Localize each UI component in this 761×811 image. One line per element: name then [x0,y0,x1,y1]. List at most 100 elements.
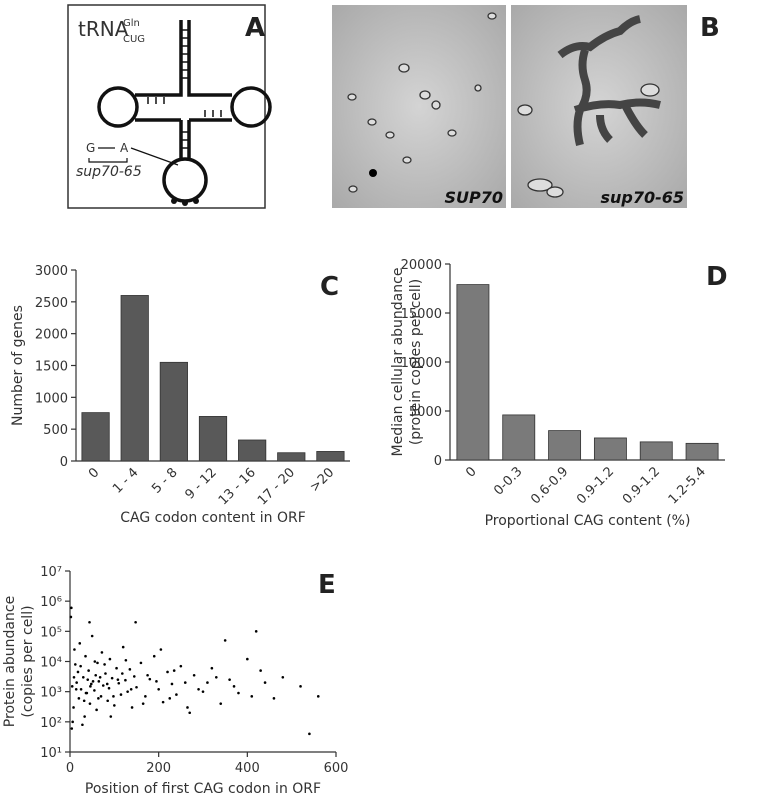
x-tick-label: 0 [463,464,479,480]
point [219,702,223,705]
point [70,606,73,610]
bar [316,451,345,462]
point [201,690,205,693]
point [223,639,227,642]
y-tick-label: 20000 [401,258,442,273]
y-tick-label: 3000 [35,264,68,279]
x-tick-label: 9 - 12 [183,465,220,502]
y-tick-label: 2500 [35,296,68,311]
caption-left: SUP70 [444,188,503,207]
point [70,727,74,730]
point [93,689,96,692]
x-tick-label: 400 [235,761,260,776]
point [101,684,105,687]
point [157,687,160,691]
point [72,706,75,709]
point [155,680,158,683]
point [100,651,104,654]
debris [369,169,377,177]
x-tick-label: 0 [66,761,74,776]
point [99,695,103,698]
point [124,678,127,682]
point [129,687,133,691]
point [206,681,209,684]
panel-a: tRNA Gln CUG A G A sup70-65 [67,4,272,209]
point [79,664,82,668]
point [70,685,74,688]
point [246,657,249,661]
point [175,693,178,696]
bar [639,441,673,461]
point [78,642,82,645]
y-tick-label: 2000 [35,328,68,343]
trna-subscript: CUG [123,34,145,45]
x-tick-label: 1 - 4 [110,465,141,496]
y-axis-label: (protein copies per cell) [408,279,424,445]
bar [120,295,149,462]
point [90,634,94,638]
y-tick-label: 10¹ [40,746,62,761]
point [116,678,120,681]
point [186,706,189,709]
point [259,669,262,672]
point [91,680,95,683]
x-tick-label: 17 - 20 [255,465,298,508]
x-axis-label: CAG codon content in ORF [120,510,306,526]
point [88,702,92,705]
y-tick-label: 10⁶ [40,595,62,610]
point [250,695,254,698]
point [112,695,115,698]
panel-letter: A [245,13,265,43]
bar [502,414,536,461]
point [104,672,107,675]
trna-superscript: Gln [123,18,140,29]
micrograph-left [332,5,506,208]
panel-b: SUP70 sup70-65 B [332,5,720,208]
point [108,657,112,661]
x-tick-label: 1.2-5.4 [666,464,709,507]
point [71,720,74,724]
panel-letter: B [700,13,720,43]
y-tick-label: 10000 [401,356,442,371]
point [132,675,136,678]
point [82,699,86,703]
bar [456,284,490,461]
y-axis-label: Number of genes [10,305,26,426]
allele-label: sup70-65 [76,164,142,180]
point [316,695,320,698]
x-tick-label: >20 [307,465,337,495]
x-tick-label: 0.9-1.2 [574,464,617,507]
point [144,695,147,698]
point [76,670,80,674]
y-axis-label: Protein abundance [2,596,18,727]
y-tick-label: 5000 [409,405,442,420]
x-tick-label: 200 [146,761,171,776]
point [83,715,86,718]
x-tick-label: 0-0.3 [491,464,525,498]
y-tick-label: 10⁴ [40,656,62,671]
trna-label: tRNA [78,17,129,41]
point [179,664,183,668]
point [105,682,109,686]
bar [198,416,228,462]
x-tick-label: 0 [86,465,102,481]
point [148,677,152,681]
point [146,673,149,677]
y-tick-label: 1500 [35,360,68,375]
point [126,690,129,693]
point [170,682,174,686]
point [75,681,78,684]
panel-letter: C [320,272,339,302]
point [272,697,276,700]
point [228,678,231,681]
point [89,685,92,688]
point [135,685,138,689]
point [95,708,98,712]
point [141,702,145,705]
point [192,673,196,677]
bar [159,361,188,462]
point [121,672,124,675]
point [106,699,109,703]
base-g: G [86,141,95,155]
